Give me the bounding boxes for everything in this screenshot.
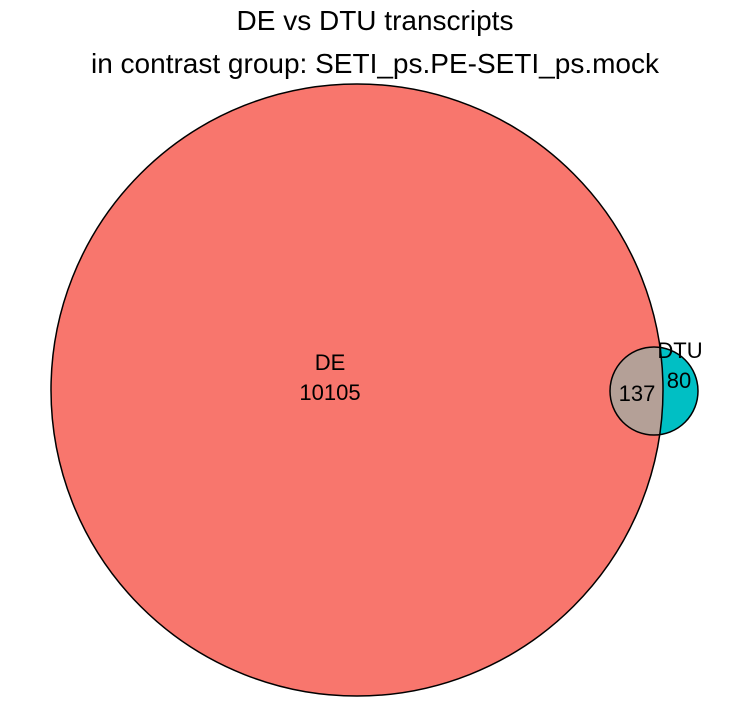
chart-title: DE vs DTU transcripts [236, 5, 514, 36]
de-set-outline [50, 83, 664, 697]
dtu-only-count: 80 [667, 368, 691, 393]
intersection-region [610, 347, 663, 435]
dtu-set-label: DTU [657, 338, 702, 363]
chart-subtitle: in contrast group: SETI_ps.PE-SETI_ps.mo… [90, 48, 659, 79]
de-only-count: 10105 [299, 380, 360, 405]
de-set-label: DE [315, 350, 346, 375]
intersection-count: 137 [619, 381, 656, 406]
de-set-region [51, 84, 663, 696]
dtu-set-outline [609, 346, 699, 436]
